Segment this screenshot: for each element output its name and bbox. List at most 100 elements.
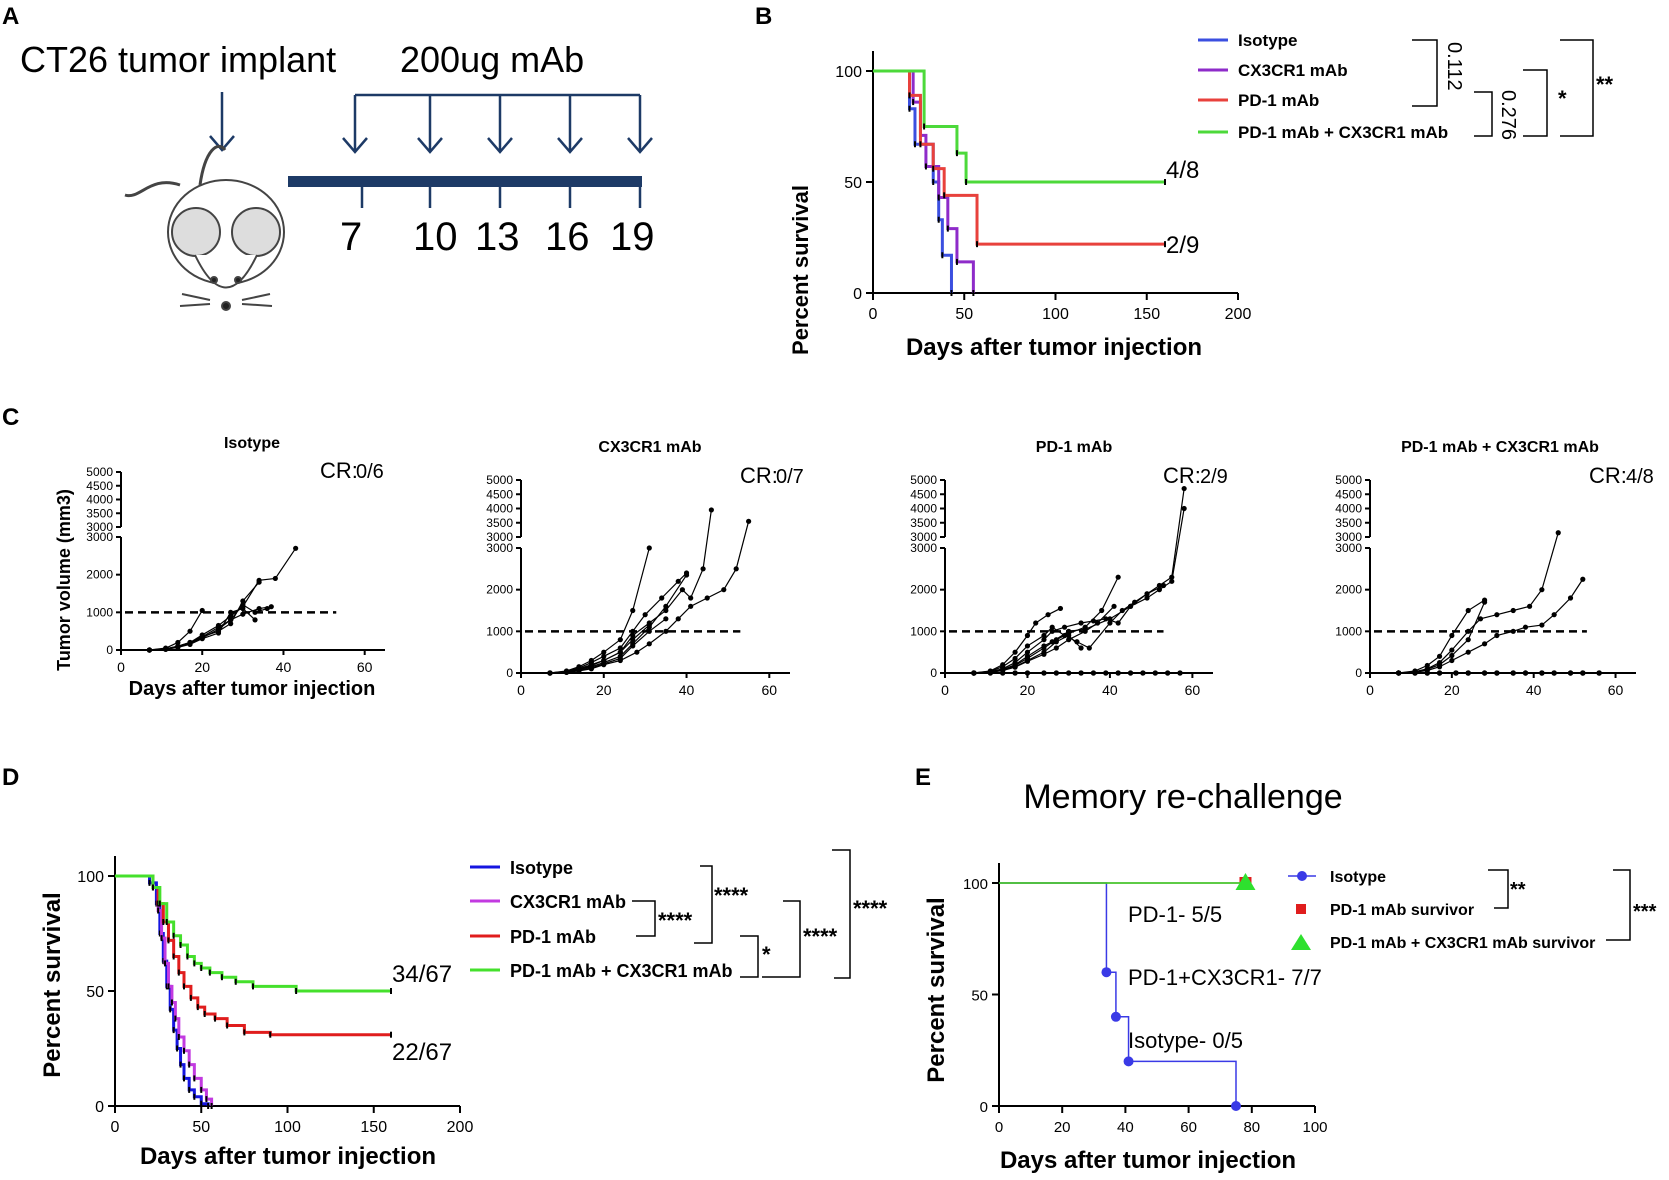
y-tick-label: 3000 [1335, 541, 1362, 555]
data-point [1053, 639, 1059, 645]
data-point [1041, 645, 1047, 651]
data-point [630, 643, 636, 649]
data-point [1567, 670, 1574, 676]
e-annotation: PD-1- 5/5 [1128, 902, 1222, 927]
data-point [1045, 612, 1051, 618]
y-tick-label: 4500 [910, 487, 937, 501]
data-point [1012, 649, 1018, 655]
d-legend-label: Isotype [510, 858, 573, 878]
data-point [256, 579, 262, 585]
data-point [187, 628, 193, 634]
x-tick-label: 20 [1444, 682, 1460, 698]
d-legend-label: PD-1 mAb [510, 927, 596, 947]
b-stat-star: * [1558, 86, 1567, 111]
data-point [1481, 599, 1488, 605]
data-point [1465, 628, 1471, 634]
y-tick-label: 0 [853, 286, 862, 303]
data-point [1041, 637, 1047, 643]
y-tick-label: 5000 [486, 473, 513, 487]
dose-day: 16 [545, 215, 590, 259]
data-point [617, 649, 623, 655]
x-tick-label: 100 [1302, 1119, 1327, 1136]
data-point [700, 566, 706, 572]
data-point [1477, 616, 1484, 622]
b-legend-label: CX3CR1 mAb [1238, 61, 1348, 80]
data-point [163, 646, 169, 652]
data-point [1033, 620, 1039, 626]
data-point [1551, 612, 1557, 618]
data-point [1481, 670, 1488, 676]
data-point [215, 622, 222, 629]
y-tick-label: 3500 [86, 506, 113, 520]
x-tick-label: 60 [1185, 682, 1201, 698]
dose-day: 19 [610, 215, 655, 259]
data-point [663, 607, 669, 614]
tumor-curve-4 [149, 607, 256, 651]
data-point [1024, 643, 1031, 649]
data-point [268, 604, 274, 610]
data-point [563, 669, 570, 675]
x-tick-label: 40 [1117, 1119, 1134, 1136]
y-tick-label: 5000 [1335, 473, 1362, 487]
e-axes: 0 20 40 60 80 100 0 50 100 [963, 863, 1328, 1136]
panel-letter-a: A [2, 3, 19, 30]
data-point [971, 670, 977, 676]
e-legend-label: PD-1 mAb survivor [1330, 902, 1474, 919]
data-point [1596, 670, 1602, 676]
c2-cr-label: CR: [740, 463, 778, 488]
c1-title: Isotype [224, 435, 280, 452]
data-point [1169, 578, 1175, 584]
tumor-curve-1 [1398, 532, 1559, 674]
x-tick-label: 0 [869, 306, 878, 323]
b-stat-brackets [1412, 39, 1594, 137]
x-tick-label: 60 [357, 659, 373, 675]
data-point [175, 639, 181, 646]
data-point [1024, 649, 1031, 655]
data-point [1235, 873, 1256, 890]
data-point [272, 575, 278, 582]
data-point [588, 662, 594, 669]
data-point [1539, 670, 1545, 676]
data-point [646, 622, 652, 628]
c2-cr-value: 0/7 [776, 466, 804, 488]
b-legend-label: Isotype [1238, 31, 1298, 50]
y-tick-label: 1000 [910, 624, 937, 638]
data-point [1082, 624, 1088, 630]
y-tick-label: 4500 [486, 487, 513, 501]
data-point [1453, 670, 1459, 676]
data-point [1127, 603, 1134, 609]
timeline-bar [288, 176, 642, 187]
data-point [746, 518, 752, 524]
b-legend-label: PD-1 mAb [1238, 91, 1319, 110]
data-point [601, 649, 607, 655]
y-tick-label: 5000 [86, 465, 113, 479]
y-tick-label: 4000 [486, 502, 513, 516]
dose-label: 200ug mAb [400, 39, 584, 80]
data-point [1078, 670, 1084, 676]
e-stat-star: ** [1510, 879, 1526, 901]
data-point [1111, 603, 1117, 609]
x-tick-label: 80 [1243, 1119, 1260, 1136]
data-point [1510, 628, 1516, 634]
data-point [240, 598, 246, 604]
e-legend-label: PD-1 mAb + CX3CR1 mAb survivor [1330, 935, 1595, 952]
data-point [1465, 649, 1471, 655]
data-point [1049, 628, 1055, 634]
d-legend: Isotype CX3CR1 mAb PD-1 mAb PD-1 mAb + C… [470, 858, 733, 981]
data-point [252, 609, 258, 615]
y-tick-label: 3000 [86, 520, 113, 534]
data-point [987, 670, 993, 676]
data-point [175, 644, 181, 650]
data-point [1107, 616, 1113, 622]
x-tick-label: 20 [1020, 682, 1036, 698]
dose-day: 13 [475, 215, 520, 259]
y-tick-label: 0 [95, 1099, 104, 1116]
tumor-curve-4 [549, 521, 750, 674]
c4-cr-value: 4/8 [1626, 466, 1654, 488]
tumor-chart-pd1: PD-1 mAb CR: 2/9 0 20 40 60 0 1000 2000 3000300… [910, 439, 1228, 698]
d-stat-star: * [762, 942, 771, 967]
data-point [1160, 582, 1167, 589]
panel-letter-c: C [2, 404, 19, 431]
